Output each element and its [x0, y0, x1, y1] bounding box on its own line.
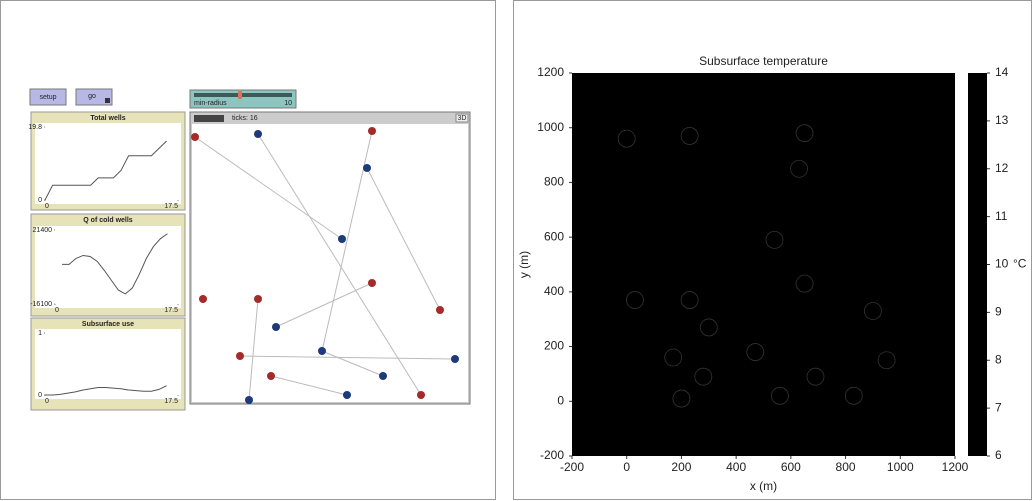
y-tick-label: 0 — [557, 393, 564, 407]
button-label: setup — [39, 94, 56, 101]
well — [806, 367, 825, 386]
x-tick-label: 0 — [623, 460, 630, 474]
well — [664, 348, 683, 367]
colorbar-tick-label: 11 — [995, 209, 1008, 223]
button-label: go — [88, 93, 96, 100]
plot-title: Q of cold wells — [83, 217, 133, 224]
y-tick-label: 0 — [38, 197, 42, 204]
colorbar-tick-label: 14 — [995, 65, 1009, 79]
well — [694, 367, 713, 386]
x-tick-label: 1200 — [942, 460, 969, 474]
x-tick-label: 400 — [726, 460, 746, 474]
x-tick-label: 17.5 — [164, 398, 178, 405]
go-button[interactable]: go — [75, 88, 113, 106]
well — [765, 230, 784, 249]
colorbar — [968, 73, 987, 456]
y-tick-label: 1200 — [537, 65, 564, 79]
plot-area — [35, 329, 181, 399]
well — [746, 343, 765, 361]
chart-title: Subsurface temperature — [699, 54, 828, 68]
slider-value: 10 — [284, 100, 292, 107]
y-tick-label: 1000 — [537, 120, 564, 134]
forever-icon — [105, 98, 110, 103]
colorbar-label: °C — [1013, 257, 1027, 271]
y-tick-label: 21400 — [33, 227, 53, 234]
well — [771, 386, 789, 405]
plot-line — [44, 140, 167, 201]
heatmap-layer — [598, 111, 915, 429]
plot-line — [45, 385, 167, 396]
x-tick-label: 17.5 — [164, 307, 178, 314]
well — [672, 389, 691, 408]
well — [699, 318, 718, 337]
plot-title: Subsurface use — [82, 321, 134, 328]
slider[interactable]: min-radius 10 — [189, 89, 297, 109]
colorbar-tick-label: 6 — [995, 448, 1002, 462]
setup-button[interactable]: setup — [29, 88, 67, 106]
well — [617, 129, 636, 148]
y-tick-label: 600 — [544, 229, 564, 243]
x-axis-label: x (m) — [750, 479, 777, 493]
y-tick-label: 19.8 — [28, 124, 42, 131]
y-tick-label: -200 — [540, 448, 564, 462]
x-tick-label: 0 — [45, 398, 49, 405]
plot-line — [62, 233, 168, 295]
x-tick-label: 800 — [836, 460, 856, 474]
y-tick-label: 1 — [38, 330, 42, 337]
y-tick-label: 0 — [38, 392, 42, 399]
plot-area — [35, 123, 181, 204]
colorbar-tick-label: 7 — [995, 400, 1002, 414]
well — [680, 127, 699, 145]
well — [844, 386, 863, 405]
y-tick-label: 200 — [544, 339, 564, 353]
3d-button[interactable]: 3D — [458, 115, 467, 122]
well — [626, 291, 644, 309]
colorbar-tick-label: 9 — [995, 305, 1002, 319]
well — [877, 351, 896, 370]
colorbar-tick-label: 13 — [995, 113, 1009, 127]
well — [680, 291, 699, 309]
well — [790, 159, 808, 178]
plot-title: Total wells — [90, 115, 125, 122]
slider-label: min-radius — [194, 100, 227, 107]
x-tick-label: 17.5 — [164, 203, 178, 210]
colorbar-tick-label: 10 — [995, 257, 1009, 271]
tick-counter: ticks: 16 — [232, 115, 258, 122]
colorbar-tick-label: 12 — [995, 161, 1009, 175]
x-tick-label: 1000 — [887, 460, 914, 474]
y-axis-label: y (m) — [517, 251, 531, 278]
well — [795, 274, 814, 293]
well — [795, 124, 814, 143]
y-tick-label: -16100 — [30, 301, 52, 308]
colorbar-tick-label: 8 — [995, 352, 1002, 366]
well — [864, 302, 882, 320]
world-view: ticks: 16 3D — [189, 111, 471, 405]
x-tick-label: 0 — [55, 307, 59, 314]
x-tick-label: -200 — [560, 460, 584, 474]
x-tick-label: 600 — [781, 460, 801, 474]
plot-area — [35, 226, 181, 308]
y-tick-label: 400 — [544, 284, 564, 298]
x-tick-label: 0 — [45, 203, 49, 210]
y-tick-label: 800 — [544, 175, 564, 189]
x-tick-label: 200 — [671, 460, 691, 474]
